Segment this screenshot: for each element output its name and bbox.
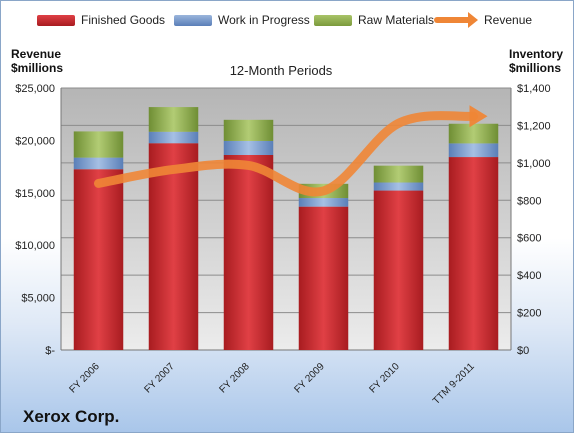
left-axis-title-line: Revenue [11, 47, 62, 61]
bar-raw-materials [148, 107, 199, 132]
right-tick-label: $1,200 [517, 120, 551, 132]
bar-work-in-progress [73, 157, 124, 170]
bar-work-in-progress [148, 131, 199, 144]
right-tick-label: $0 [517, 345, 529, 357]
x-tick-label: TTM 9-2011 [431, 361, 477, 407]
bar-work-in-progress [223, 140, 274, 155]
revenue-arrowhead [469, 105, 488, 128]
plot-area [61, 88, 511, 350]
revenue-line [94, 111, 478, 197]
left-tick-label: $- [45, 345, 55, 357]
company-name: Xerox Corp. [23, 407, 120, 426]
legend-item-raw-materials: Raw Materials [314, 11, 434, 29]
legend-item-revenue: Revenue [434, 11, 532, 29]
right-tick-label: $800 [517, 195, 541, 207]
left-tick-label: $10,000 [15, 240, 55, 252]
bar-finished-goods [73, 169, 124, 350]
right-tick-label: $200 [517, 308, 541, 320]
bar-raw-materials [448, 123, 499, 144]
right-axis-title: Inventory $millions [509, 47, 563, 75]
work-in-progress-swatch [174, 14, 212, 26]
raw-materials-swatch [314, 14, 352, 26]
x-tick-label: FY 2009 [292, 361, 327, 396]
right-axis-title-line: $millions [509, 61, 562, 75]
bar-finished-goods [298, 206, 349, 350]
right-tick-label: $1,000 [517, 158, 551, 170]
right-tick-label: $600 [517, 233, 541, 245]
bar-work-in-progress [373, 182, 424, 191]
revenue-swatch [434, 12, 478, 28]
left-axis-title-line: $millions [11, 61, 64, 75]
left-axis-title: Revenue $millions [11, 47, 63, 75]
legend-label: Finished Goods [81, 13, 166, 27]
legend: Finished Goods Work in Progress Raw Mate… [1, 11, 573, 33]
legend-label: Revenue [484, 13, 533, 27]
bar-finished-goods [448, 157, 499, 350]
left-tick-label: $5,000 [21, 293, 55, 305]
bar-raw-materials [223, 119, 274, 141]
left-tick-label: $25,000 [15, 83, 55, 95]
bar-work-in-progress [298, 198, 349, 207]
legend-item-work-in-progress: Work in Progress [174, 11, 310, 29]
finished-goods-swatch [37, 14, 75, 26]
bar-raw-materials [373, 165, 424, 183]
x-tick-label: FY 2006 [67, 361, 102, 396]
right-axis-title-line: Inventory [509, 47, 564, 61]
legend-label: Raw Materials [358, 13, 435, 27]
bar-raw-materials [73, 131, 124, 158]
chart-title: 12-Month Periods [229, 63, 333, 78]
legend-item-finished-goods: Finished Goods [37, 11, 165, 29]
right-tick-label: $400 [517, 270, 541, 282]
x-tick-label: FY 2008 [217, 361, 252, 396]
bar-work-in-progress [448, 143, 499, 158]
left-tick-label: $20,000 [15, 135, 55, 147]
right-tick-label: $1,400 [517, 83, 551, 95]
left-tick-label: $15,000 [15, 188, 55, 200]
x-tick-label: FY 2010 [367, 361, 402, 396]
x-tick-label: FY 2007 [142, 361, 177, 396]
legend-label: Work in Progress [218, 13, 310, 27]
bar-finished-goods [148, 143, 199, 350]
bar-finished-goods [373, 190, 424, 350]
bar-finished-goods [223, 154, 274, 350]
